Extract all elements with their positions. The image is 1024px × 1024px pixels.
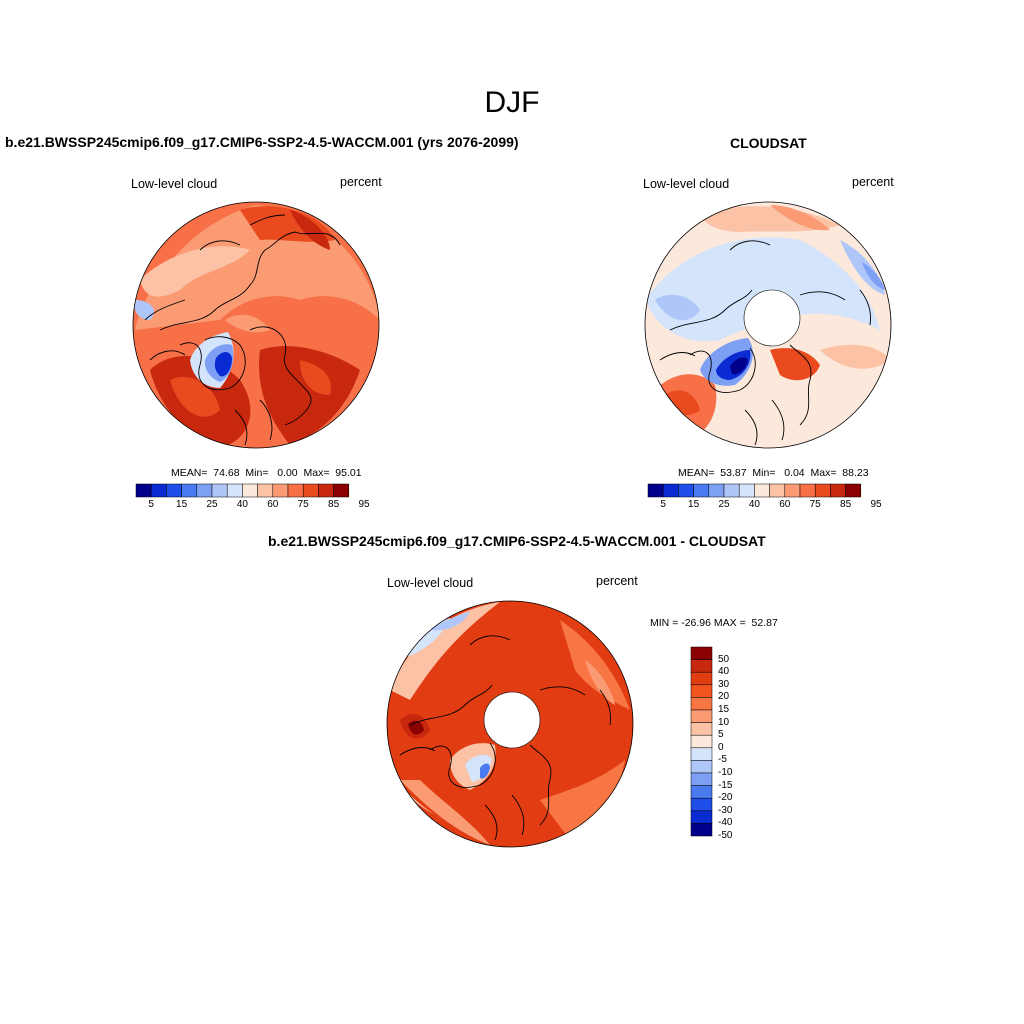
- colorbar-tick-label: 15: [718, 704, 730, 715]
- obs-units-label: percent: [852, 175, 894, 189]
- colorbar-tick-label: 85: [328, 499, 340, 510]
- colorbar-tick-label: -50: [718, 830, 733, 841]
- colorbar-cell: [690, 747, 713, 761]
- model-variable-label: Low-level cloud: [131, 177, 218, 191]
- colorbar-tick-label: 0: [718, 741, 724, 753]
- colorbar-cell: [690, 772, 713, 786]
- diff-variable-label: Low-level cloud: [387, 576, 474, 590]
- colorbar-tick-label: 30: [718, 678, 730, 690]
- colorbar-tick-label: 75: [809, 499, 821, 510]
- colorbar-tick-label: 85: [840, 499, 852, 510]
- colorbar-cell: [211, 483, 228, 498]
- colorbar-tick-label: 20: [718, 691, 730, 703]
- colorbar-tick-label: -40: [718, 817, 733, 829]
- obs-panel-title: CLOUDSAT: [730, 135, 807, 151]
- colorbar-tick-label: 50: [718, 653, 730, 665]
- colorbar-cell: [784, 483, 801, 498]
- colorbar-cell: [302, 483, 319, 498]
- colorbar-cell: [845, 483, 862, 498]
- colorbar-cell: [647, 483, 664, 498]
- colorbar-cell: [662, 483, 679, 498]
- model-colorbar: [135, 483, 350, 498]
- diff-panel-title: b.e21.BWSSP245cmip6.f09_g17.CMIP6-SSP2-4…: [268, 533, 766, 549]
- colorbar-cell: [708, 483, 725, 498]
- colorbar-cell: [693, 483, 710, 498]
- colorbar-cell: [690, 709, 713, 723]
- colorbar-tick-label: 25: [206, 499, 218, 510]
- colorbar-cell: [333, 483, 350, 498]
- diff-polar-map: [386, 600, 634, 848]
- colorbar-tick-label: 40: [718, 666, 730, 678]
- colorbar-cell: [690, 671, 713, 686]
- colorbar-tick-label: 15: [688, 499, 700, 510]
- colorbar-cell: [150, 483, 167, 498]
- colorbar-cell: [257, 483, 274, 498]
- colorbar-cell: [754, 483, 770, 498]
- colorbar-cell: [166, 483, 182, 498]
- colorbar-tick-label: 60: [267, 499, 279, 510]
- colorbar-cell: [690, 760, 713, 774]
- colorbar-tick-label: 5: [660, 499, 666, 510]
- obs-polar-map: [644, 201, 892, 449]
- colorbar-cell: [690, 810, 713, 824]
- colorbar-cell: [196, 483, 213, 498]
- colorbar-tick-label: 5: [148, 499, 154, 510]
- colorbar-cell: [690, 785, 713, 799]
- colorbar-cell: [690, 722, 713, 736]
- colorbar-cell: [242, 483, 258, 498]
- model-units-label: percent: [340, 175, 382, 189]
- colorbar-tick-label: 5: [718, 729, 724, 741]
- colorbar-tick-label: 40: [236, 499, 248, 510]
- colorbar-cell: [287, 483, 304, 498]
- colorbar-tick-label: -15: [718, 779, 733, 791]
- colorbar-cell: [226, 483, 243, 498]
- colorbar-tick-label: 95: [870, 499, 882, 510]
- model-polar-map: [132, 201, 380, 449]
- colorbar-cell: [769, 483, 786, 498]
- colorbar-cell: [723, 483, 740, 498]
- colorbar-cell: [690, 734, 713, 749]
- diff-colorbar: [690, 646, 713, 837]
- obs-colorbar: [647, 483, 862, 498]
- colorbar-tick-label: -20: [718, 792, 733, 804]
- colorbar-tick-label: 10: [718, 716, 730, 728]
- colorbar-tick-label: -10: [718, 767, 733, 778]
- figure-title: DJF: [484, 86, 540, 119]
- obs-variable-label: Low-level cloud: [643, 177, 730, 191]
- model-stats: MEAN= 74.68 Min= 0.00 Max= 95.01: [171, 467, 362, 479]
- obs-stats: MEAN= 53.87 Min= 0.04 Max= 88.23: [678, 467, 869, 479]
- colorbar-tick-label: 25: [718, 499, 730, 510]
- colorbar-cell: [690, 823, 713, 837]
- colorbar-cell: [135, 483, 152, 498]
- colorbar-cell: [738, 483, 755, 498]
- diff-stats: MIN = -26.96 MAX = 52.87: [650, 617, 778, 629]
- colorbar-tick-label: 60: [779, 499, 791, 510]
- colorbar-tick-label: 95: [358, 499, 370, 510]
- colorbar-cell: [690, 797, 713, 812]
- colorbar-tick-label: -30: [718, 804, 733, 816]
- colorbar-tick-label: 40: [748, 499, 760, 510]
- colorbar-cell: [678, 483, 694, 498]
- colorbar-tick-label: -5: [718, 754, 727, 766]
- model-panel-title: b.e21.BWSSP245cmip6.f09_g17.CMIP6-SSP2-4…: [5, 134, 519, 150]
- diff-units-label: percent: [596, 574, 638, 588]
- colorbar-cell: [690, 646, 713, 660]
- colorbar-cell: [690, 697, 713, 711]
- colorbar-cell: [181, 483, 198, 498]
- colorbar-cell: [814, 483, 831, 498]
- colorbar-cell: [690, 684, 713, 698]
- colorbar-cell: [318, 483, 334, 498]
- colorbar-cell: [799, 483, 816, 498]
- colorbar-tick-label: 75: [297, 499, 309, 510]
- colorbar-cell: [690, 659, 713, 673]
- colorbar-cell: [830, 483, 846, 498]
- colorbar-tick-label: 15: [176, 499, 188, 510]
- colorbar-cell: [272, 483, 289, 498]
